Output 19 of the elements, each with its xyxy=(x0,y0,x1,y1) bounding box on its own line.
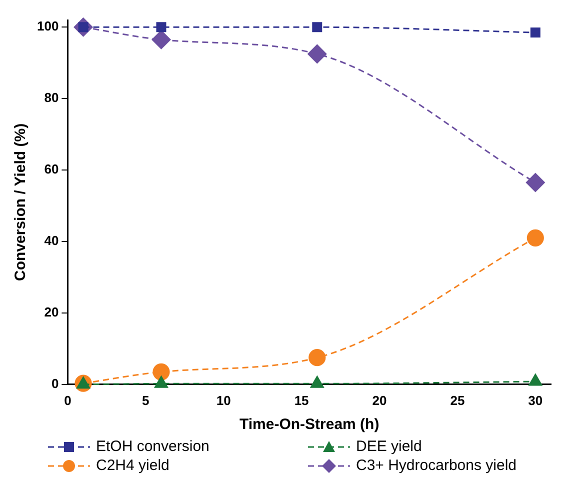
legend-label: EtOH conversion xyxy=(96,438,210,455)
y-tick-label: 40 xyxy=(44,233,59,248)
x-tick-label: 20 xyxy=(372,392,387,408)
y-tick-label: 100 xyxy=(36,18,59,34)
y-tick-label: 80 xyxy=(44,90,59,106)
y-axis-title: Conversion / Yield (%) xyxy=(12,123,30,281)
legend-label: C2H4 yield xyxy=(96,457,170,474)
y-tick-label: 60 xyxy=(44,162,59,177)
x-tick-label: 10 xyxy=(216,392,231,408)
y-tick-label: 0 xyxy=(51,376,59,391)
legend-label: C3+ Hydrocarbons yield xyxy=(356,457,516,474)
x-tick-label: 0 xyxy=(64,392,72,408)
x-tick-label: 25 xyxy=(450,392,465,408)
legend-label: DEE yield xyxy=(356,438,422,455)
x-tick-label: 5 xyxy=(142,392,150,408)
x-tick-label: 30 xyxy=(528,392,543,408)
y-tick-label: 20 xyxy=(44,304,59,320)
x-tick-label: 15 xyxy=(294,392,309,408)
x-axis-title: Time-On-Stream (h) xyxy=(239,416,380,434)
